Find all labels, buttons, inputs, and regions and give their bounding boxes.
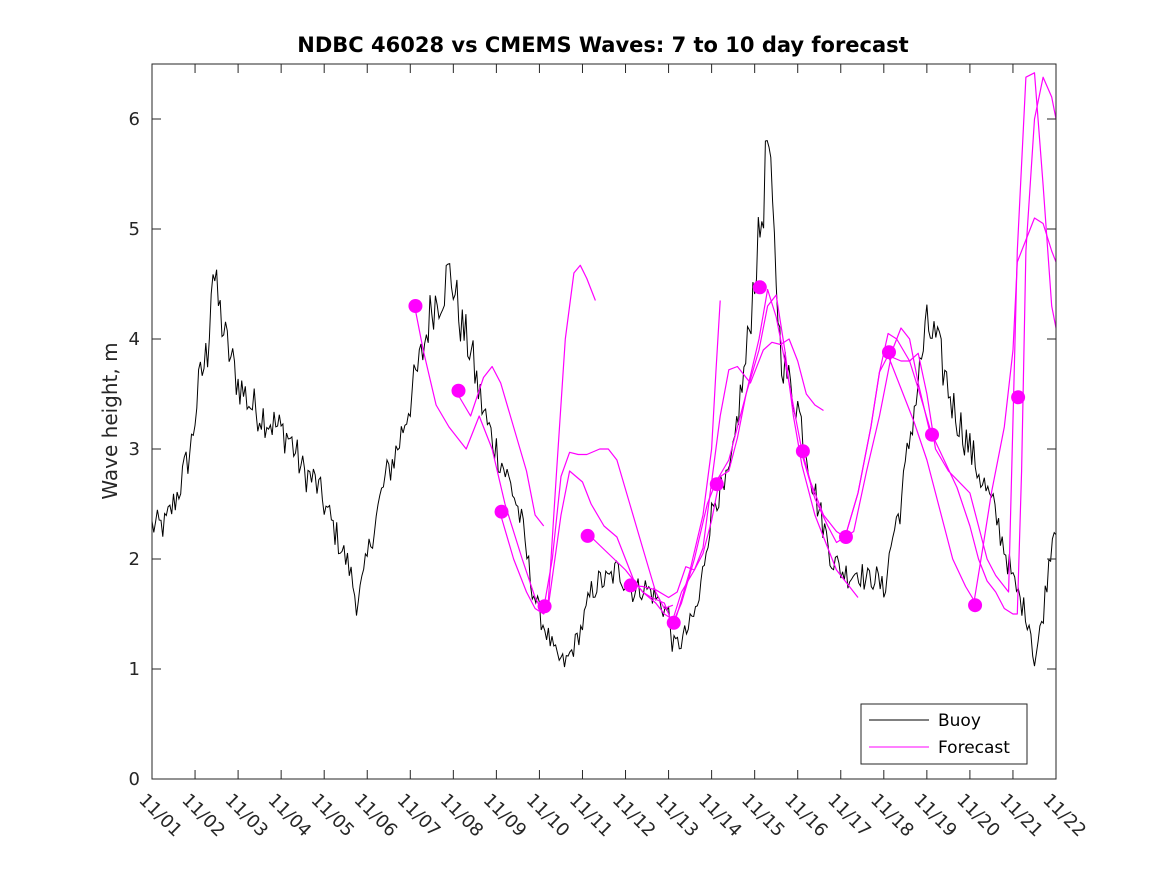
y-tick-label: 4 <box>129 329 140 350</box>
forecast-marker <box>795 444 810 459</box>
buoy-series <box>152 140 1056 668</box>
legend-label-forecast: Forecast <box>938 738 1010 758</box>
forecast-marker <box>968 598 983 613</box>
y-tick-label: 2 <box>129 549 140 570</box>
y-tick-label: 3 <box>129 439 140 460</box>
forecast-line <box>500 264 596 615</box>
forecast-line <box>547 300 721 626</box>
y-tick-label: 0 <box>129 769 140 790</box>
legend: Buoy Forecast <box>860 703 1028 765</box>
y-tick-label: 1 <box>129 659 140 680</box>
forecast-line <box>457 365 545 527</box>
forecast-line <box>543 448 674 610</box>
forecast-marker <box>451 383 466 398</box>
buoy-line <box>152 140 1056 668</box>
forecast-marker <box>752 280 767 295</box>
forecast-line <box>590 338 824 621</box>
forecast-marker <box>537 599 552 614</box>
y-tick-label: 5 <box>129 219 140 240</box>
forecast-marker <box>494 504 509 519</box>
forecast-marker <box>881 345 896 360</box>
forecast-marker <box>623 578 638 593</box>
plot-border <box>151 63 1057 780</box>
forecast-line <box>414 305 545 615</box>
y-axis: 0 1 2 3 4 5 6 <box>129 109 1056 790</box>
forecast-marker <box>408 299 423 313</box>
forecast-marker <box>838 530 853 544</box>
forecast-marker <box>1011 390 1026 405</box>
forecast-marker <box>666 615 681 630</box>
forecast-marker <box>580 528 595 543</box>
forecast-markers <box>408 280 1026 630</box>
forecast-marker <box>709 477 724 492</box>
y-tick-label: 6 <box>129 109 140 130</box>
y-axis-label: Wave height, m <box>98 342 122 499</box>
plot-area <box>152 64 1056 779</box>
legend-box <box>860 703 1028 765</box>
forecast-line <box>629 294 859 599</box>
legend-label-buoy: Buoy <box>938 711 981 731</box>
forecast-marker <box>925 427 940 442</box>
forecast-line <box>887 217 1056 602</box>
chart-title: NDBC 46028 vs CMEMS Waves: 7 to 10 day f… <box>297 33 908 57</box>
